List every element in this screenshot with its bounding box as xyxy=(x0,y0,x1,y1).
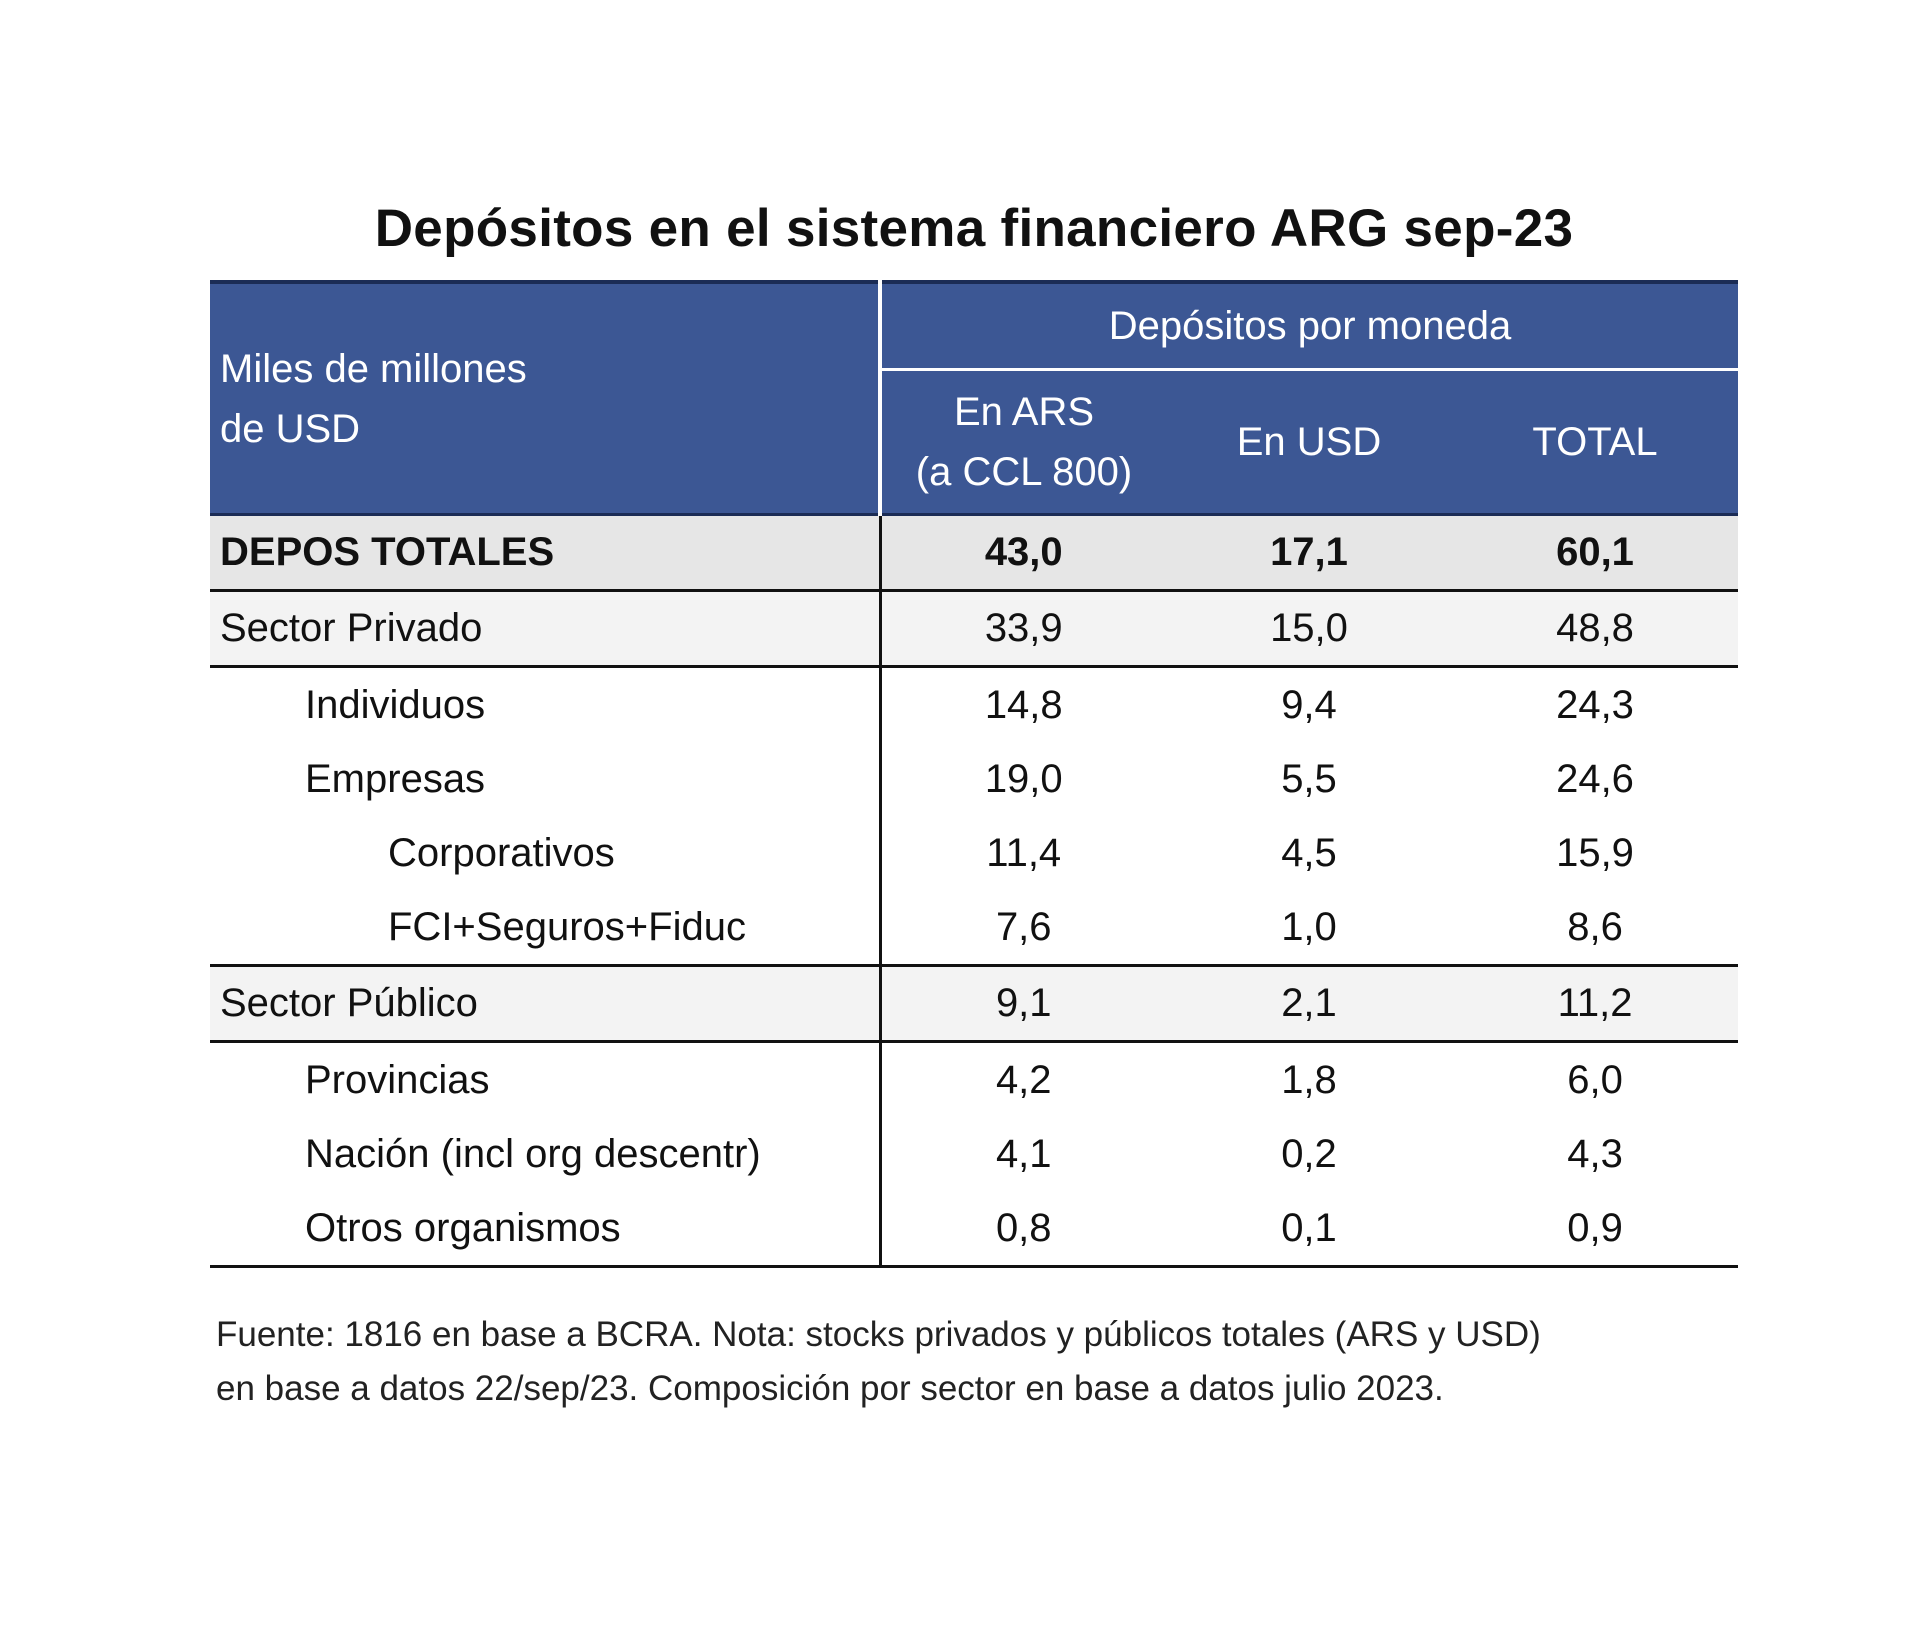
cell-ars: 11,4 xyxy=(986,830,1062,875)
column-header-ars: En ARS (a CCL 800) xyxy=(880,369,1166,516)
cell-ars: 4,2 xyxy=(995,1057,1052,1102)
cell-total: 15,9 xyxy=(1556,830,1634,875)
row-label: Empresas xyxy=(210,742,882,816)
cell-ars: 7,6 xyxy=(880,890,1166,967)
cell-usd: 0,2 xyxy=(1281,1131,1337,1176)
cell-usd: 9,4 xyxy=(1281,682,1337,727)
cell-usd: 1,8 xyxy=(1281,1057,1337,1102)
source-note-line2: en base a datos 22/sep/23. Composición p… xyxy=(216,1369,1444,1408)
cell-usd: 15,0 xyxy=(1166,590,1452,668)
table-row-nacion: Nación (incl org descentr) 4,1 0,2 4,3 xyxy=(210,1117,1738,1191)
cell-ars: 43,0 xyxy=(880,514,1166,592)
row-label: Provincias xyxy=(210,1041,882,1117)
cell-total: 24,6 xyxy=(1556,756,1634,801)
table-row-sector-privado: Sector Privado 33,9 15,0 48,8 xyxy=(210,590,1739,668)
unit-label-line1: Miles de millones xyxy=(220,346,527,391)
header-row-columns: En ARS (a CCL 800) En USD TOTAL xyxy=(210,369,1739,516)
unit-label-line2: de USD xyxy=(220,406,361,451)
cell-usd: 1,0 xyxy=(1166,890,1452,967)
cell-total: 6,0 xyxy=(1567,1057,1623,1102)
cell-usd: 4,5 xyxy=(1281,830,1337,875)
cell-ars: 9,1 xyxy=(880,965,1166,1043)
header-row-group: Miles de millones de USD Depósitos por m… xyxy=(210,282,1739,516)
row-label: Individuos xyxy=(210,666,882,742)
cell-usd: 5,5 xyxy=(1281,756,1337,801)
cell-total: 11,2 xyxy=(1452,965,1739,1043)
source-note-line1: Fuente: 1816 en base a BCRA. Nota: stock… xyxy=(216,1315,1541,1354)
row-label: FCI+Seguros+Fiduc xyxy=(210,890,882,967)
cell-usd: 2,1 xyxy=(1166,965,1452,1043)
column-header-ars-line1: En ARS xyxy=(953,390,1095,434)
row-label: Nación (incl org descentr) xyxy=(210,1117,882,1191)
cell-ars: 33,9 xyxy=(880,590,1166,668)
cell-ars: 0,8 xyxy=(880,1191,1166,1268)
table-title: Depósitos en el sistema financiero ARG s… xyxy=(374,199,1574,258)
unit-label-header: Miles de millones de USD xyxy=(210,282,882,516)
column-header-usd: En USD xyxy=(1166,369,1452,516)
column-header-total: TOTAL xyxy=(1452,369,1739,516)
row-label: Sector Público xyxy=(210,965,882,1043)
cell-ars: 19,0 xyxy=(984,756,1063,801)
cell-ars: 4,1 xyxy=(995,1131,1052,1176)
table-row-sector-publico: Sector Público 9,1 2,1 11,2 xyxy=(210,965,1739,1043)
row-label: Otros organismos xyxy=(210,1191,882,1268)
source-note: Fuente: 1816 en base a BCRA. Nota: stock… xyxy=(216,1308,1736,1416)
column-header-ars-line2: (a CCL 800) xyxy=(915,450,1133,494)
table-row-otros-organismos: Otros organismos 0,8 0,1 0,9 xyxy=(210,1191,1739,1268)
currency-group-header: Depósitos por moneda xyxy=(880,282,1739,371)
cell-total: 4,3 xyxy=(1567,1131,1623,1176)
cell-total: 0,9 xyxy=(1452,1191,1739,1268)
table-row-corporativos: Corporativos 11,4 4,5 15,9 xyxy=(210,816,1738,890)
table-row-provincias: Provincias 4,2 1,8 6,0 xyxy=(210,1041,1738,1117)
row-label: Sector Privado xyxy=(210,590,882,668)
cell-total: 48,8 xyxy=(1452,590,1739,668)
table-row-empresas: Empresas 19,0 5,5 24,6 xyxy=(210,742,1738,816)
table-row-fci-seguros-fiduc: FCI+Seguros+Fiduc 7,6 1,0 8,6 xyxy=(210,890,1739,967)
table-row-individuos: Individuos 14,8 9,4 24,3 xyxy=(210,666,1738,742)
row-label: DEPOS TOTALES xyxy=(210,514,882,592)
cell-total: 24,3 xyxy=(1556,682,1634,727)
cell-usd: 0,1 xyxy=(1166,1191,1452,1268)
deposits-table: Miles de millones de USD Depósitos por m… xyxy=(210,280,1739,1268)
cell-total: 60,1 xyxy=(1452,514,1739,592)
cell-usd: 17,1 xyxy=(1166,514,1452,592)
cell-total: 8,6 xyxy=(1452,890,1739,967)
table-row-depos-totales: DEPOS TOTALES 43,0 17,1 60,1 xyxy=(210,514,1739,592)
row-label: Corporativos xyxy=(210,816,882,890)
cell-ars: 14,8 xyxy=(984,682,1063,727)
